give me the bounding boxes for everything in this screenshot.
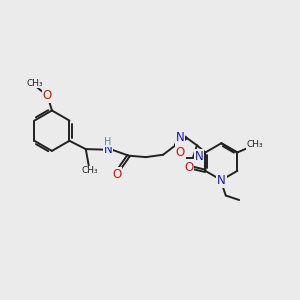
Text: O: O (176, 146, 185, 159)
Text: N: N (194, 150, 203, 163)
Text: N: N (217, 174, 226, 187)
Text: O: O (184, 161, 194, 174)
Text: H: H (104, 137, 111, 147)
Text: O: O (43, 89, 52, 102)
Text: N: N (176, 131, 185, 144)
Text: CH₃: CH₃ (82, 166, 98, 175)
Text: N: N (103, 143, 112, 156)
Text: CH₃: CH₃ (247, 140, 263, 149)
Text: O: O (112, 168, 121, 181)
Text: CH₃: CH₃ (26, 79, 43, 88)
